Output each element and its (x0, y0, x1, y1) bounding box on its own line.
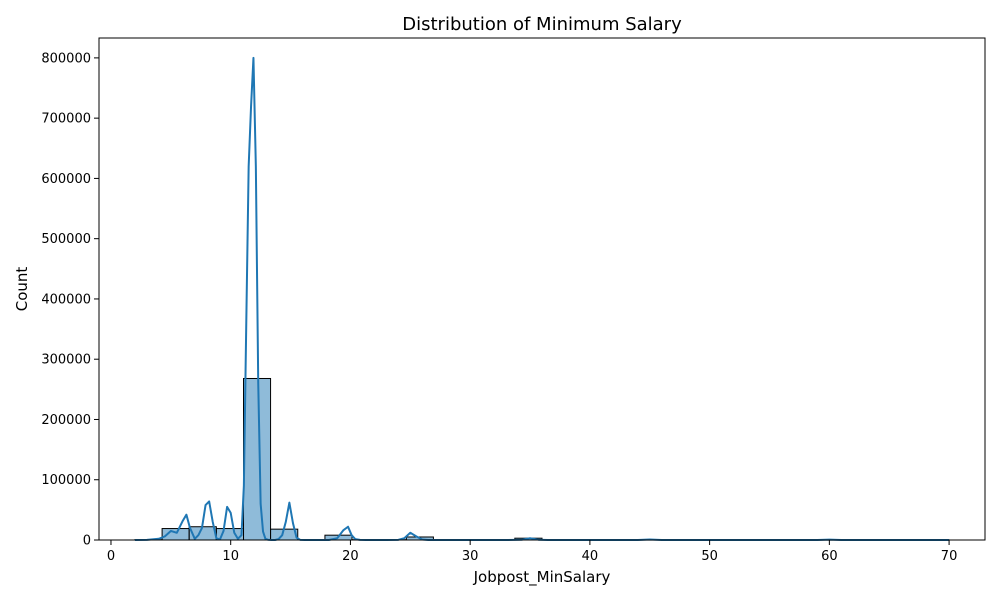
x-tick-label: 40 (582, 549, 599, 564)
x-tick-label: 0 (107, 549, 115, 564)
y-tick-label: 100000 (41, 473, 91, 488)
histogram-bar (243, 377, 272, 541)
y-tick-label: 200000 (41, 413, 91, 428)
x-tick-label: 10 (222, 549, 239, 564)
y-tick-label: 600000 (41, 172, 91, 187)
y-tick-label: 800000 (41, 51, 91, 66)
x-tick-label: 30 (462, 549, 479, 564)
x-tick-label: 50 (701, 549, 718, 564)
kde-curve-group (134, 56, 950, 541)
y-tick-label: 0 (83, 534, 91, 549)
y-axis-ticks: 0 100000 200000 300000 400000 500000 600000 700… (41, 51, 99, 549)
y-tick-label: 300000 (41, 353, 91, 368)
x-axis-ticks: 0 10 20 30 40 50 60 70 (107, 540, 958, 564)
kde-line (134, 56, 950, 541)
y-axis-label: Count (13, 267, 31, 312)
x-tick-label: 60 (821, 549, 838, 564)
y-tick-label: 500000 (41, 232, 91, 247)
chart-title: Distribution of Minimum Salary (402, 14, 682, 35)
axes-frame (98, 37, 986, 541)
y-tick-label: 700000 (41, 112, 91, 127)
x-axis-label: Jobpost_MinSalary (473, 568, 611, 587)
x-tick-label: 70 (941, 549, 958, 564)
y-tick-label: 400000 (41, 292, 91, 307)
x-tick-label: 20 (342, 549, 359, 564)
